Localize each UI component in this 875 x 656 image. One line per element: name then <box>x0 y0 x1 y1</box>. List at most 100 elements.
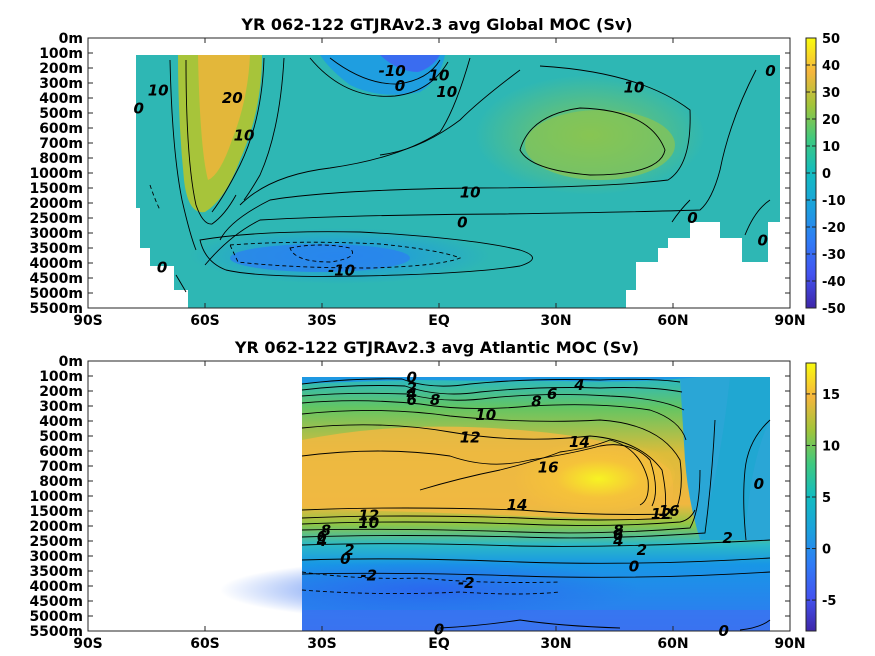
atlantic-contour-label: 10 <box>358 514 379 532</box>
atlantic-y-tick-label: 2000m <box>29 519 83 535</box>
atlantic-contour-label: 12 <box>460 429 481 447</box>
global-colorbar-tick-label: -20 <box>822 221 846 236</box>
global-y-tick-label: 2000m <box>29 196 83 212</box>
atlantic-y-tick-label: 5500m <box>29 624 83 640</box>
atlantic-contour-label: 6 <box>317 528 327 546</box>
atlantic-x-tick-label: 30N <box>540 636 571 652</box>
atlantic-y-tick-label: 1500m <box>29 504 83 520</box>
atlantic-y-tick-label: 2500m <box>29 534 83 550</box>
global-contour-label: 10 <box>624 79 645 97</box>
atlantic-contour-label: 0 <box>718 622 728 640</box>
atlantic-contour-label: -2 <box>360 567 377 585</box>
global-y-tick-label: 1500m <box>29 181 83 197</box>
global-contour-label: 0 <box>133 100 143 118</box>
global-y-tick-label: 4500m <box>29 271 83 287</box>
global-y-tick-label: 700m <box>39 136 83 152</box>
atlantic-y-tick-label: 600m <box>39 444 83 460</box>
atlantic-x-axis: 90S 60S 30S EQ 30N 60N 90N <box>73 361 806 652</box>
atlantic-contour-label: 6 <box>406 391 416 409</box>
atlantic-contour-label: 2 <box>406 379 416 397</box>
atlantic-contour-label: 2 <box>344 541 354 559</box>
atlantic-contour-label: 0 <box>754 475 764 493</box>
global-colorbar-ticks: 50 40 30 20 10 0 -10 -20 -30 -40 -50 <box>806 32 846 317</box>
atlantic-contour-label: 8 <box>531 393 541 411</box>
atlantic-x-tick-label: 30S <box>307 636 337 652</box>
global-y-tick-label: 5500m <box>29 301 83 317</box>
atlantic-colorbar-tick-label: 10 <box>822 439 840 454</box>
global-contour-label: 20 <box>222 89 243 107</box>
atlantic-contour-label: 0 <box>434 621 444 639</box>
atlantic-y-tick-label: 4500m <box>29 594 83 610</box>
global-x-tick-label: 60N <box>657 313 688 329</box>
global-y-tick-label: 4000m <box>29 256 83 272</box>
global-y-tick-label: 600m <box>39 121 83 137</box>
global-colorbar-tick-label: 30 <box>822 86 840 101</box>
global-contour-label: -10 <box>379 62 406 80</box>
atlantic-contour-label: 8 <box>430 391 440 409</box>
global-colorbar-tick-label: 40 <box>822 59 840 74</box>
atlantic-contour-label: 12 <box>651 505 672 523</box>
global-contour-label: 0 <box>757 232 767 250</box>
atlantic-contour-label: 4 <box>316 532 327 550</box>
atlantic-contour-label: 8 <box>321 522 331 540</box>
global-contour-label: 10 <box>234 127 255 145</box>
global-y-tick-label: 3500m <box>29 241 83 257</box>
atlantic-contour-label: 16 <box>538 459 559 477</box>
atlantic-colorbar-tick-label: 5 <box>822 491 831 506</box>
global-colorbar-tick-label: -30 <box>822 248 846 263</box>
global-contour-label: -10 <box>328 262 355 280</box>
global-y-tick-label: 0m <box>59 31 83 47</box>
atlantic-y-tick-label: 400m <box>39 414 83 430</box>
global-x-tick-label: 90N <box>774 313 805 329</box>
atlantic-y-tick-label: 500m <box>39 429 83 445</box>
atlantic-contour-label: 0 <box>406 369 416 387</box>
global-contour-label: 10 <box>460 184 481 202</box>
global-y-axis: 0m100m200m300m400m500m600m700m800m1000m1… <box>29 31 790 317</box>
atlantic-contour-label: -2 <box>458 574 475 592</box>
global-y-tick-label: 400m <box>39 91 83 107</box>
atlantic-y-tick-label: 200m <box>39 384 83 400</box>
global-y-tick-label: 3000m <box>29 226 83 242</box>
global-moc-panel: YR 062-122 GTJRAv2.3 avg Global MOC (Sv) <box>29 15 845 329</box>
atlantic-y-tick-label: 800m <box>39 474 83 490</box>
atlantic-moc-panel: YR 062-122 GTJRAv2.3 avg Atlantic MOC (S… <box>29 338 840 652</box>
atlantic-contour-label: 16 <box>659 502 680 520</box>
atlantic-colorbar-tick-label: -5 <box>822 594 836 609</box>
global-y-tick-label: 800m <box>39 151 83 167</box>
global-colorbar-tick-label: -10 <box>822 194 846 209</box>
atlantic-contour-label: 4 <box>405 385 416 403</box>
atlantic-x-tick-label: 60S <box>190 636 220 652</box>
atlantic-contour-label: 4 <box>612 532 623 550</box>
atlantic-colorbar-ticks: 15 10 5 0 -5 <box>806 388 840 609</box>
atlantic-x-tick-label: 90N <box>774 636 805 652</box>
global-contour-label: 0 <box>765 62 775 80</box>
global-y-tick-label: 2500m <box>29 211 83 227</box>
global-contour-label: 0 <box>395 77 405 95</box>
global-contour-label: 10 <box>436 83 457 101</box>
global-contour-label: 0 <box>157 259 167 277</box>
atlantic-y-axis: 0m100m200m300m400m500m600m700m800m1000m1… <box>29 354 790 640</box>
global-y-tick-label: 5000m <box>29 286 83 302</box>
atlantic-y-tick-label: 1000m <box>29 489 83 505</box>
atlantic-contour-label: 14 <box>569 433 590 451</box>
atlantic-y-tick-label: 100m <box>39 369 83 385</box>
global-y-tick-label: 500m <box>39 106 83 122</box>
atlantic-y-tick-label: 0m <box>59 354 83 370</box>
global-y-tick-label: 1000m <box>29 166 83 182</box>
atlantic-contour-label: 2 <box>637 541 647 559</box>
global-x-tick-label: EQ <box>428 313 450 329</box>
atlantic-moc-field <box>220 377 771 631</box>
atlantic-x-tick-label: EQ <box>428 636 450 652</box>
atlantic-moc-title: YR 062-122 GTJRAv2.3 avg Atlantic MOC (S… <box>234 338 639 357</box>
global-x-tick-label: 30N <box>540 313 571 329</box>
atlantic-y-tick-label: 5000m <box>29 609 83 625</box>
atlantic-y-tick-label: 700m <box>39 459 83 475</box>
atlantic-y-tick-label: 3500m <box>29 564 83 580</box>
global-colorbar-tick-label: 0 <box>822 167 831 182</box>
global-x-tick-label: 90S <box>73 313 103 329</box>
atlantic-contour-label: 10 <box>475 406 496 424</box>
global-y-tick-label: 200m <box>39 61 83 77</box>
atlantic-contour-label: 12 <box>358 507 379 525</box>
atlantic-contour-label: 0 <box>629 558 639 576</box>
